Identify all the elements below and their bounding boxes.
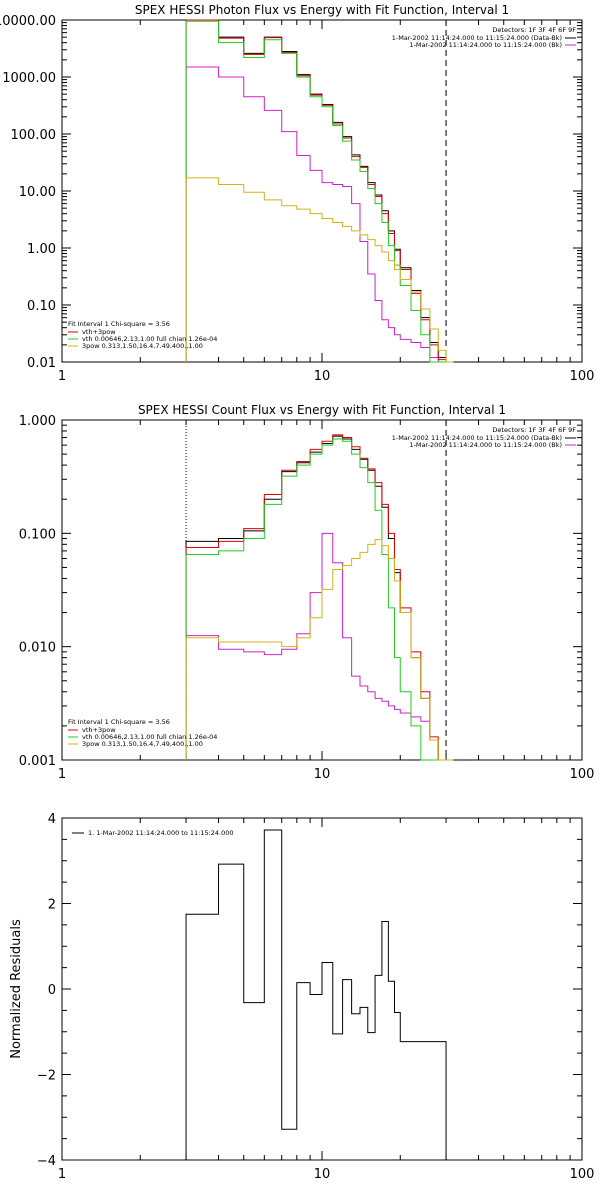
series-line-3pow: [185, 539, 454, 761]
series-line-residuals: [185, 829, 447, 1160]
y-tick-label-1: 0.010: [19, 641, 56, 656]
series-line-bk: [185, 532, 454, 761]
legend-top-entry-1: 1-Mar-2002 11:14:24.000 to 11:15:24.000 …: [409, 441, 562, 449]
y-tick-label-0: 1000.00: [2, 71, 56, 86]
x-tick-label-2: 1: [58, 1167, 66, 1182]
legend-fit-entry-0: vth 0.00646,2.13,1.00 full chian 1.26e-0…: [82, 335, 217, 343]
y-tick-label-1: 1.000: [19, 414, 56, 429]
y-tick-label-0: 10.00: [19, 185, 56, 200]
chart-title-0: SPEX HESSI Photon Flux vs Energy with Fi…: [135, 3, 509, 17]
x-tick-label-0: 10: [314, 369, 331, 384]
y-tick-label-2: 2: [48, 898, 56, 913]
legend-fit-header-0: Fit Interval 1 Chi-square = 3.56: [68, 320, 170, 328]
legend-top-entry-1: 1-Mar-2002 11:14:24.000 to 11:15:24.000 …: [392, 434, 562, 442]
x-tick-label-1: 1: [58, 767, 66, 782]
y-tick-label-2: −2: [37, 1069, 56, 1084]
y-tick-label-2: 0: [48, 983, 56, 998]
legend-detectors-0: Detectors: 1F 3F 4F 6F 9F: [492, 26, 576, 34]
y-tick-label-1: 0.001: [19, 754, 56, 769]
y-tick-label-0: 0.10: [27, 299, 56, 314]
legend-fit-header-1: Fit Interval 1 Chi-square = 3.56: [68, 718, 170, 726]
series-line-bk: [185, 66, 454, 363]
y-axis-label-2: Normalized Residuals: [9, 919, 24, 1059]
x-tick-label-0: 100: [570, 369, 595, 384]
x-tick-label-1: 100: [570, 767, 595, 782]
series-line-data-bk: [185, 435, 454, 761]
x-tick-label-2: 100: [570, 1167, 595, 1182]
series-line-vth: [185, 438, 454, 761]
y-tick-label-1: 0.100: [19, 527, 56, 542]
plot-frame-0: [61, 19, 583, 363]
legend-fit-entry-0: vth+3pow: [82, 328, 116, 336]
series-line-3pow: [185, 177, 454, 363]
y-tick-label-0: 10000.00: [0, 14, 56, 29]
legend-entry-2: 1. 1-Mar-2002 11:14:24.000 to 11:15:24.0…: [88, 829, 234, 837]
legend-fit-entry-0: 3pow 0.313,1.50,16.4,7.49,400.,1.00: [82, 342, 203, 350]
series-line-vth-3pow: [185, 434, 454, 761]
legend-fit-entry-1: 3pow 0.313,1.50,16.4,7.49,400.,1.00: [82, 740, 203, 748]
chart-title-1: SPEX HESSI Count Flux vs Energy with Fit…: [138, 403, 506, 417]
legend-fit-entry-1: vth+3pow: [82, 726, 116, 734]
y-tick-label-2: −4: [37, 1154, 56, 1169]
legend-detectors-1: Detectors: 1F 3F 4F 6F 9F: [492, 426, 576, 434]
legend-top-entry-0: 1-Mar-2002 11:14:24.000 to 11:15:24.000 …: [392, 34, 562, 42]
series-line-vth: [185, 20, 454, 363]
x-tick-label-2: 10: [314, 1167, 331, 1182]
y-tick-label-2: 4: [48, 812, 56, 827]
x-tick-label-1: 10: [314, 767, 331, 782]
legend-top-entry-0: 1-Mar-2002 11:14:24.000 to 11:15:24.000 …: [409, 41, 562, 49]
x-tick-label-0: 1: [58, 369, 66, 384]
y-tick-label-0: 100.00: [11, 128, 57, 143]
y-tick-label-0: 1.00: [27, 242, 56, 257]
y-tick-label-0: 0.01: [27, 356, 56, 371]
legend-fit-entry-1: vth 0.00646,2.13,1.00 full chian 1.26e-0…: [82, 733, 217, 741]
